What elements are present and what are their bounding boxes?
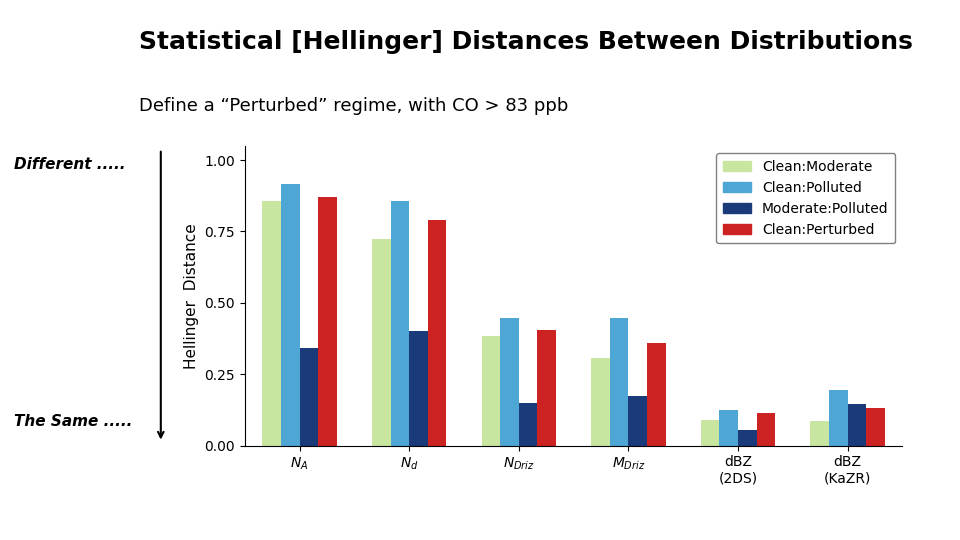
Bar [538,330,556,446]
Bar [866,408,885,446]
Bar [701,420,719,446]
Text: Different .....: Different ..... [14,157,126,172]
Bar [738,430,756,446]
Bar [518,403,538,445]
Bar [591,359,610,445]
Text: The Same .....: The Same ..... [14,414,132,429]
Bar [719,410,738,446]
Bar [482,335,500,445]
Bar [428,220,446,446]
Bar [610,319,629,445]
Text: Define a “Perturbed” regime, with CO > 83 ppb: Define a “Perturbed” regime, with CO > 8… [139,97,568,115]
Bar [829,390,848,446]
Bar [756,413,776,446]
Bar [629,395,647,445]
Bar [409,332,428,446]
Bar [372,239,391,446]
Bar [500,319,518,445]
Text: Statistical [Hellinger] Distances Between Distributions: Statistical [Hellinger] Distances Betwee… [139,30,913,53]
Bar [318,197,337,446]
Bar [262,201,281,446]
Legend: Clean:Moderate, Clean:Polluted, Moderate:Polluted, Clean:Perturbed: Clean:Moderate, Clean:Polluted, Moderate… [716,153,896,244]
Y-axis label: Hellinger  Distance: Hellinger Distance [183,223,199,368]
Bar [810,421,829,445]
Bar [848,404,866,446]
Bar [281,184,300,446]
Bar [391,201,409,446]
Bar [300,348,318,446]
Bar [647,343,665,445]
